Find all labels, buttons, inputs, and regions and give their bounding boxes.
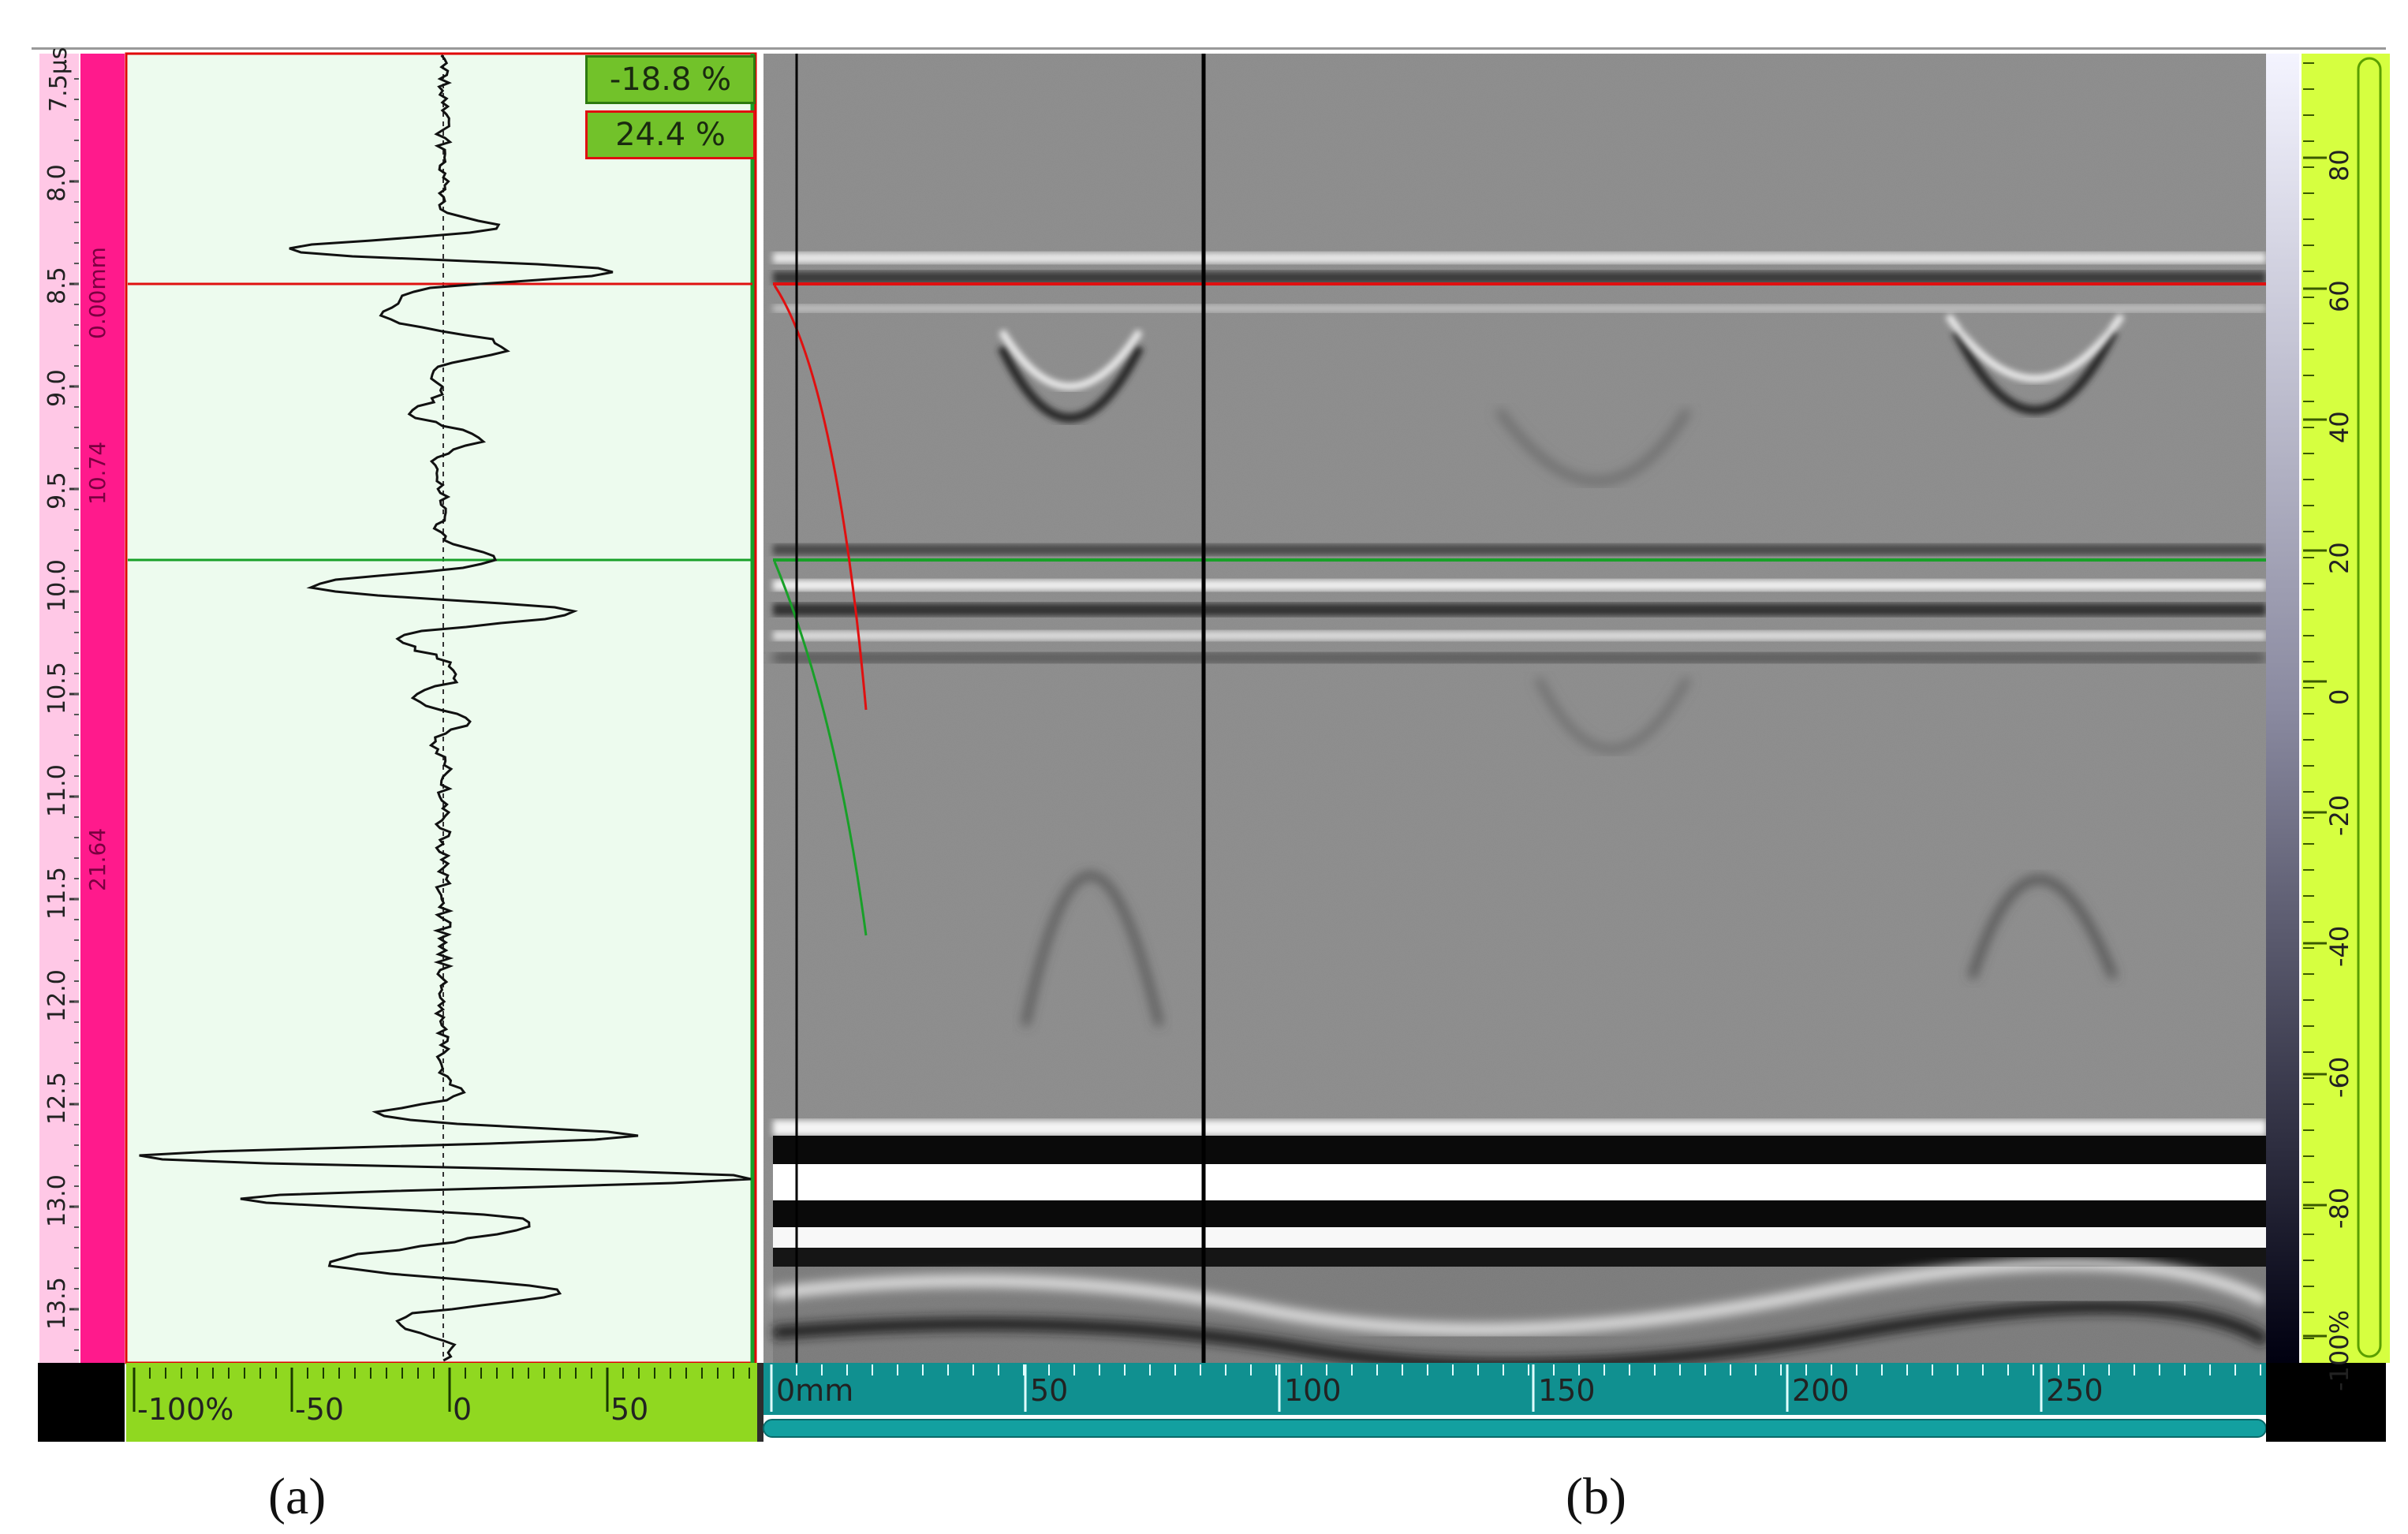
amplitude-tick-label: 0 — [453, 1392, 472, 1427]
thickness-mid-label: 10.74 — [84, 441, 110, 505]
corner-left — [38, 1363, 125, 1442]
amplitude-tick-label: 50 — [610, 1392, 649, 1427]
red-curve — [773, 285, 868, 711]
time-tick-label: 10.0 — [43, 559, 71, 612]
scale-tick-label: 60 — [2324, 280, 2354, 312]
green-curve — [773, 561, 868, 936]
time-tick-label: 12.5 — [43, 1072, 71, 1125]
time-axis-ticks — [69, 78, 79, 1351]
time-tick-label: 11.5 — [43, 867, 71, 920]
amplitude-tick-label: -100% — [137, 1392, 234, 1427]
time-tick-label: 13.0 — [43, 1174, 71, 1227]
time-unit-label: 7.5µs — [45, 47, 73, 112]
time-axis-strip — [39, 54, 79, 1363]
scan-tick-label: 0mm — [776, 1373, 854, 1408]
time-tick-label: 9.5 — [43, 472, 71, 509]
color-scale-bar — [2266, 54, 2299, 1363]
scale-tick-label: 40 — [2324, 411, 2354, 443]
color-scale-ticks — [2303, 62, 2327, 1339]
time-tick-label: 11.0 — [43, 764, 71, 817]
caption-b: (b) — [1566, 1468, 1626, 1525]
scale-tick-label: -60 — [2324, 1056, 2354, 1098]
horizontal-scrollbar[interactable] — [763, 1419, 2267, 1438]
corner-right — [2266, 1363, 2386, 1442]
thickness-bottom-label: 21.64 — [84, 827, 110, 891]
scale-tick-label: -20 — [2324, 794, 2354, 836]
time-tick-label: 13.5 — [43, 1277, 71, 1330]
time-tick-label: 9.0 — [43, 369, 71, 407]
amplitude-ruler-ticks — [133, 1368, 750, 1412]
scale-tick-label: -40 — [2324, 925, 2354, 967]
scale-tick-label: 0 — [2324, 689, 2354, 705]
time-tick-label: 10.5 — [43, 662, 71, 715]
time-tick-label: 12.0 — [43, 969, 71, 1022]
scale-tick-label: 20 — [2324, 542, 2354, 574]
scale-tick-label: -80 — [2324, 1187, 2354, 1229]
scan-tick-label: 250 — [2046, 1373, 2104, 1408]
scan-axis-ruler-ticks — [770, 1364, 2261, 1412]
time-tick-label: 8.0 — [43, 164, 71, 202]
window-top-border — [32, 47, 2386, 50]
scale-tick-label: 80 — [2324, 149, 2354, 181]
thickness-top-label: 0.00mm — [84, 247, 110, 339]
amplitude-tick-label: -50 — [295, 1392, 345, 1427]
scale-tick-label: -100% — [2324, 1309, 2354, 1391]
gate-a-readout: -18.8 % — [585, 55, 756, 104]
caption-a: (a) — [268, 1468, 327, 1525]
a-scan-waveform — [139, 54, 752, 1362]
thickness-bar — [80, 54, 125, 1363]
scan-axis-ruler — [763, 1363, 2266, 1415]
scan-tick-label: 50 — [1030, 1373, 1069, 1408]
scan-tick-label: 150 — [1538, 1373, 1596, 1408]
time-tick-label: 8.5 — [43, 267, 71, 304]
color-scale-ruler — [2302, 54, 2390, 1363]
ruler-divider — [757, 1363, 763, 1442]
scan-tick-label: 200 — [1792, 1373, 1850, 1408]
scale-scroll-handle[interactable] — [2357, 57, 2382, 1358]
gate-b-readout: 24.4 % — [585, 110, 756, 159]
amplitude-ruler — [126, 1363, 757, 1442]
scan-tick-label: 100 — [1284, 1373, 1342, 1408]
b-scan-image[interactable] — [763, 54, 2270, 1372]
